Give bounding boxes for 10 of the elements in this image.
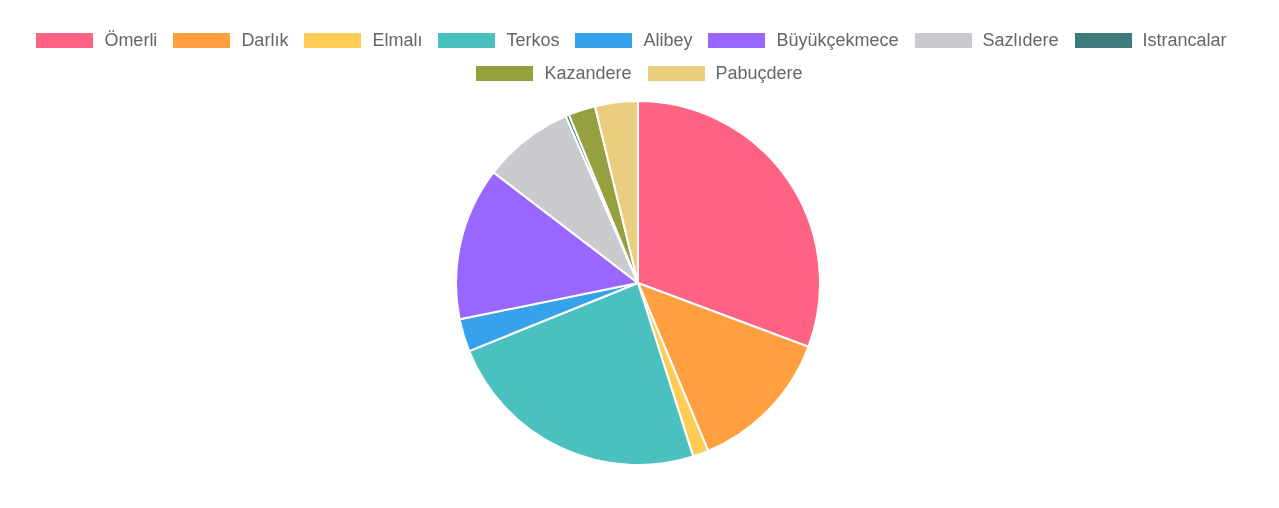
legend-label: Kazandere <box>544 63 632 84</box>
legend-label: Sazlıdere <box>982 30 1059 51</box>
legend-label: Elmalı <box>372 30 423 51</box>
legend-label: Alibey <box>643 30 693 51</box>
legend-label: Büyükçekmece <box>776 30 899 51</box>
legend-label: Ömerli <box>104 30 158 51</box>
legend-label: Terkos <box>506 30 560 51</box>
legend-label: Istrancalar <box>1142 30 1227 51</box>
legend-label: Pabuçdere <box>715 63 803 84</box>
legend-label: Darlık <box>241 30 289 51</box>
